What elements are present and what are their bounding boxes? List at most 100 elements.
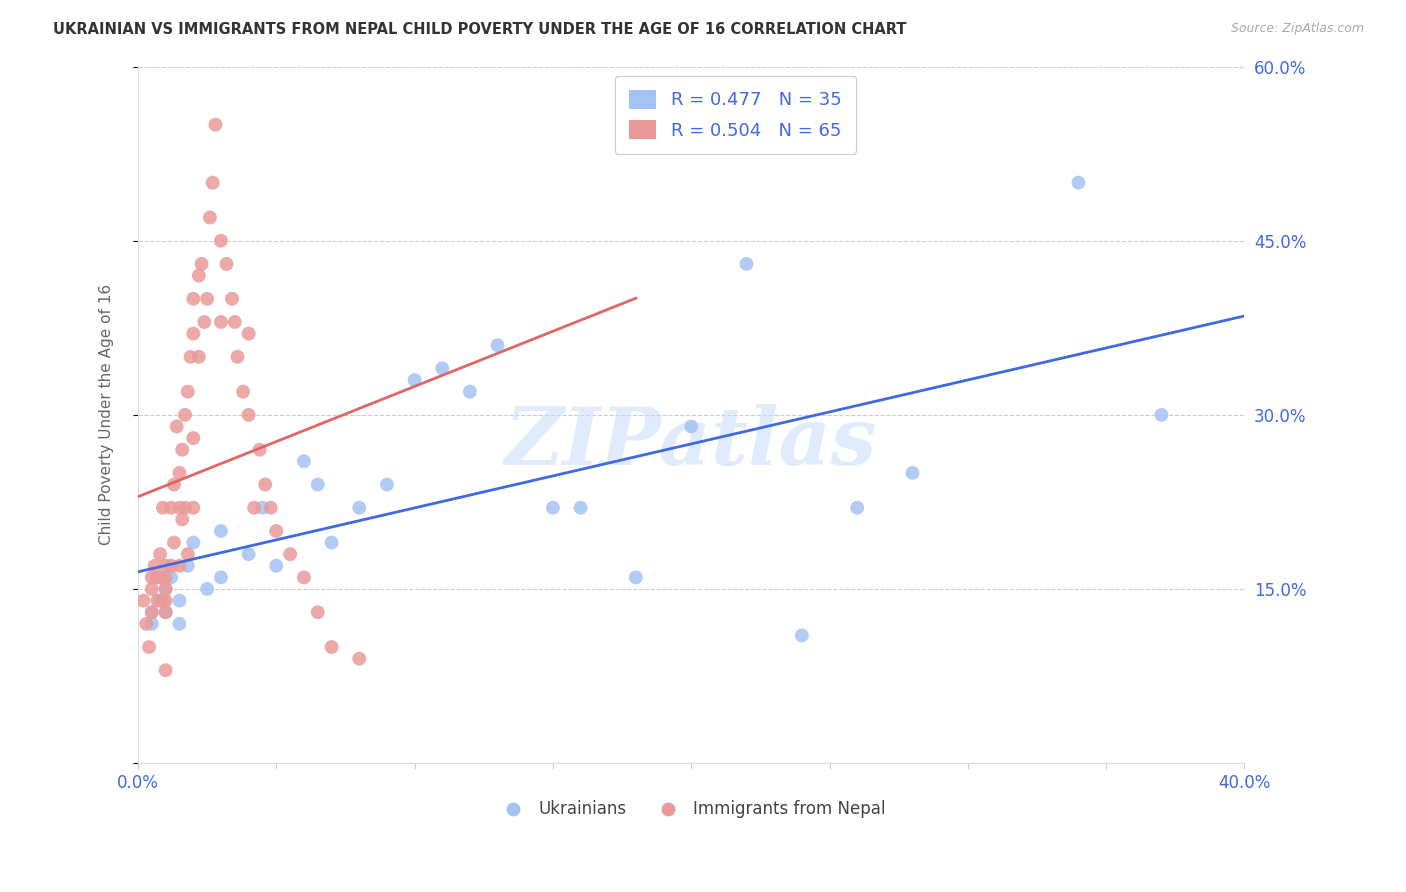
Point (252, 500, 274, 515)
Text: ZIPatlas: ZIPatlas (505, 404, 877, 482)
Point (486, 338, 509, 352)
Point (215, 257, 238, 271)
Point (321, 535, 343, 549)
Point (181, 431, 204, 445)
Point (163, 535, 186, 549)
Point (307, 605, 329, 619)
Point (349, 651, 371, 665)
Point (264, 524, 287, 538)
Point (181, 292, 204, 306)
Point (735, 257, 758, 271)
Point (195, 582, 218, 596)
Point (292, 570, 315, 584)
Y-axis label: Child Poverty Under the Age of 16: Child Poverty Under the Age of 16 (100, 285, 114, 545)
Point (624, 570, 647, 584)
Point (143, 558, 166, 573)
Point (141, 582, 163, 596)
Point (152, 500, 174, 515)
Point (172, 512, 194, 526)
Point (181, 326, 204, 341)
Point (177, 547, 200, 561)
Point (155, 663, 177, 677)
Point (349, 500, 371, 515)
Point (321, 640, 343, 654)
Point (901, 466, 924, 480)
Point (149, 570, 172, 584)
Point (135, 616, 157, 631)
Point (146, 570, 169, 584)
Point (221, 292, 243, 306)
Point (146, 593, 169, 607)
Point (238, 326, 260, 341)
Point (169, 500, 191, 515)
Text: UKRAINIAN VS IMMIGRANTS FROM NEPAL CHILD POVERTY UNDER THE AGE OF 16 CORRELATION: UKRAINIAN VS IMMIGRANTS FROM NEPAL CHILD… (53, 22, 907, 37)
Point (155, 582, 177, 596)
Point (292, 454, 315, 468)
Point (243, 500, 266, 515)
Point (254, 477, 277, 491)
Point (232, 384, 254, 399)
Point (169, 466, 191, 480)
Point (790, 628, 813, 642)
Point (174, 408, 197, 422)
Point (681, 419, 703, 434)
Point (198, 211, 221, 225)
Legend: Ukrainians, Immigrants from Nepal: Ukrainians, Immigrants from Nepal (491, 793, 893, 824)
Point (149, 593, 172, 607)
Point (209, 234, 232, 248)
Point (846, 500, 869, 515)
Point (209, 315, 232, 329)
Point (180, 350, 202, 364)
Point (155, 593, 177, 607)
Point (432, 361, 454, 376)
Point (195, 292, 218, 306)
Point (190, 257, 212, 271)
Point (193, 315, 215, 329)
Point (149, 547, 172, 561)
Text: Source: ZipAtlas.com: Source: ZipAtlas.com (1230, 22, 1364, 36)
Point (458, 384, 481, 399)
Point (155, 570, 177, 584)
Point (541, 500, 564, 515)
Point (249, 442, 271, 457)
Point (181, 535, 204, 549)
Point (238, 547, 260, 561)
Point (141, 616, 163, 631)
Point (375, 477, 398, 491)
Point (569, 500, 592, 515)
Point (132, 593, 155, 607)
Point (166, 419, 188, 434)
Point (226, 350, 249, 364)
Point (201, 176, 224, 190)
Point (238, 408, 260, 422)
Point (174, 500, 197, 515)
Point (152, 593, 174, 607)
Point (1067, 176, 1090, 190)
Point (163, 477, 186, 491)
Point (177, 384, 200, 399)
Point (169, 593, 191, 607)
Point (169, 616, 191, 631)
Point (260, 500, 283, 515)
Point (172, 442, 194, 457)
Point (177, 558, 200, 573)
Point (141, 605, 163, 619)
Point (138, 640, 160, 654)
Point (169, 558, 191, 573)
Point (155, 582, 177, 596)
Point (141, 605, 163, 619)
Point (404, 373, 426, 387)
Point (307, 477, 329, 491)
Point (209, 570, 232, 584)
Point (155, 605, 177, 619)
Point (204, 118, 226, 132)
Point (160, 570, 183, 584)
Point (160, 500, 183, 515)
Point (278, 547, 301, 561)
Point (1150, 408, 1173, 422)
Point (155, 605, 177, 619)
Point (181, 500, 204, 515)
Point (160, 558, 183, 573)
Point (209, 524, 232, 538)
Point (155, 558, 177, 573)
